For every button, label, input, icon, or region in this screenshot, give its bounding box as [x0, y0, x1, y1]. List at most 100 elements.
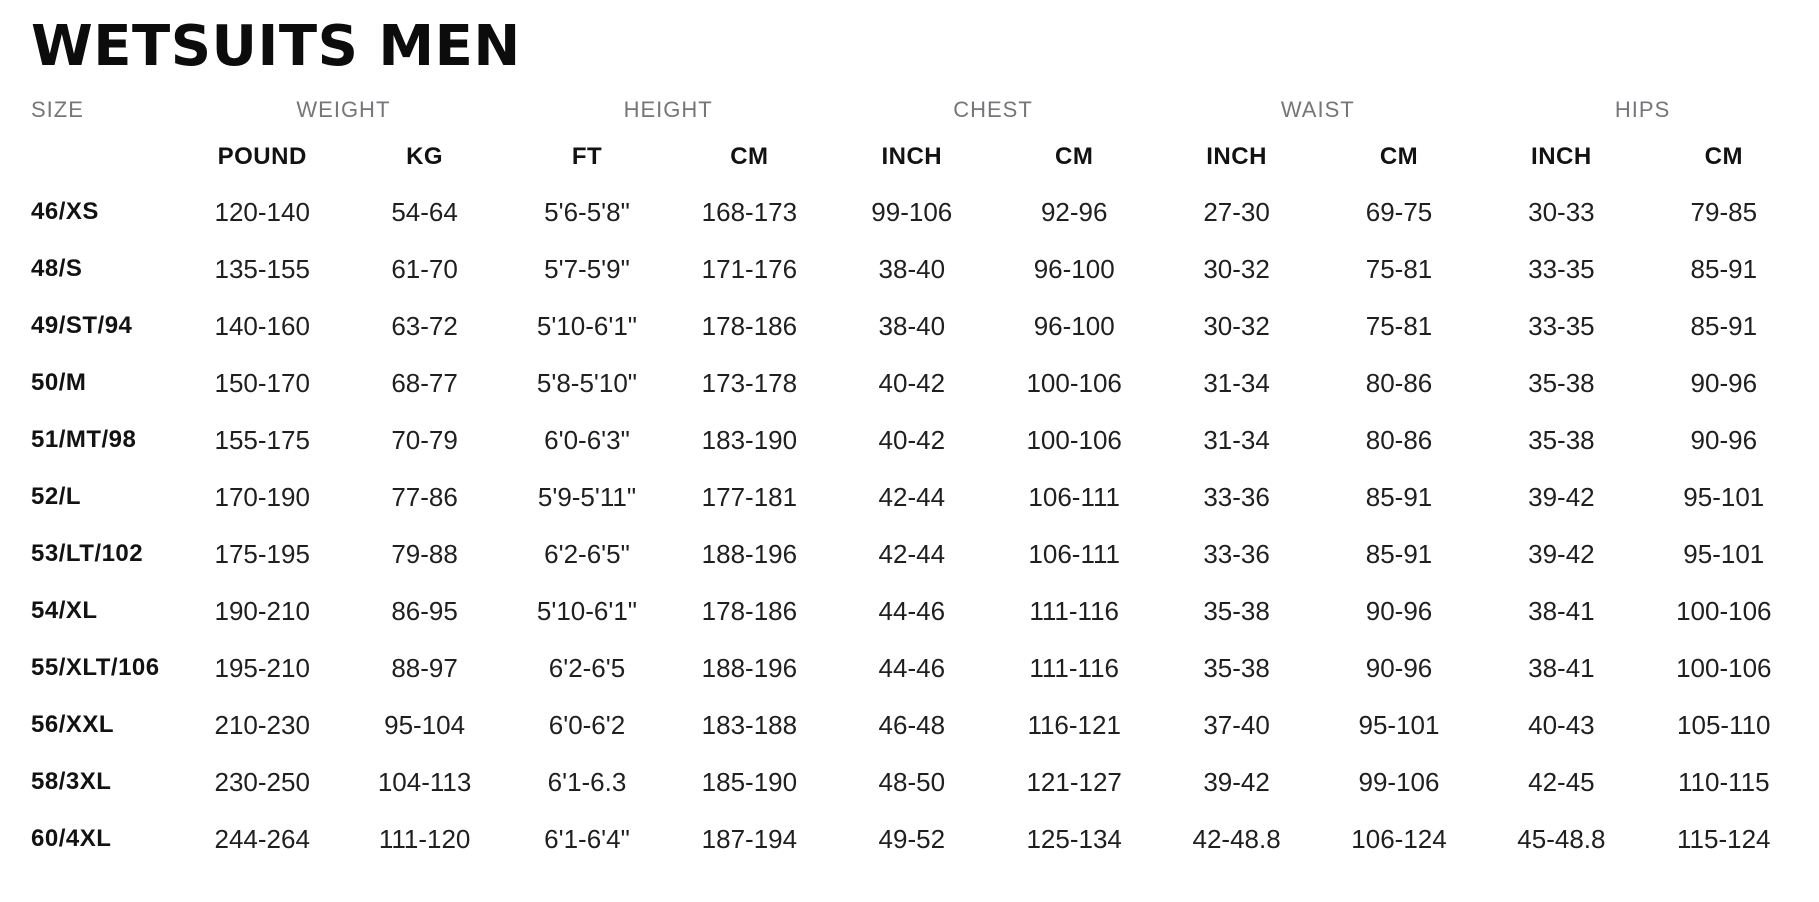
value-cell: 79-88 — [391, 538, 458, 569]
value-cell: 171-176 — [701, 253, 798, 284]
value-cell: 42-44 — [878, 481, 946, 512]
value-cell: 33-35 — [1528, 310, 1595, 341]
value-cell: 121-127 — [1026, 766, 1122, 797]
value-cell: 5'8-5'10" — [536, 367, 638, 398]
value-cell: 35-38 — [1528, 367, 1595, 398]
value-cell: 49-52 — [878, 823, 946, 854]
value-cell: 33-36 — [1203, 481, 1270, 512]
value-cell: 150-170 — [214, 367, 310, 398]
size-label: 53/LT/102 — [31, 540, 144, 568]
value-cell: 99-106 — [1358, 766, 1440, 797]
value-cell: 35-38 — [1528, 424, 1595, 455]
group-header-waist: WAIST — [1280, 96, 1355, 122]
value-cell: 188-196 — [701, 538, 798, 569]
value-cell: 140-160 — [214, 310, 310, 341]
value-cell: 5'9-5'11" — [537, 481, 637, 512]
value-cell: 44-46 — [878, 595, 946, 626]
value-cell: 85-91 — [1365, 481, 1433, 512]
size-chart-table: SIZE WEIGHT HEIGHT CHEST WAIST HIPS POUND KG FT C… — [31, 90, 1805, 868]
value-cell: 42-45 — [1528, 766, 1595, 797]
value-cell: 38-41 — [1528, 652, 1595, 683]
value-cell: 39-42 — [1528, 538, 1595, 569]
value-cell: 40-42 — [878, 424, 946, 455]
value-cell: 79-85 — [1690, 196, 1758, 227]
column-header-cm: CM — [1704, 142, 1743, 170]
value-cell: 104-113 — [377, 766, 472, 797]
value-cell: 38-41 — [1528, 595, 1595, 626]
value-cell: 33-36 — [1203, 538, 1270, 569]
value-cell: 6'1-6'4" — [544, 823, 630, 854]
value-cell: 111-116 — [1029, 652, 1119, 683]
value-cell: 111-116 — [1029, 595, 1119, 626]
value-cell: 90-96 — [1365, 652, 1433, 683]
value-cell: 110-115 — [1678, 766, 1770, 797]
value-cell: 80-86 — [1365, 367, 1433, 398]
column-header-cm: CM — [730, 142, 769, 170]
size-label: 51/MT/98 — [31, 426, 137, 454]
value-cell: 90-96 — [1690, 367, 1758, 398]
value-cell: 39-42 — [1528, 481, 1595, 512]
value-cell: 244-264 — [214, 823, 310, 854]
value-cell: 230-250 — [214, 766, 310, 797]
value-cell: 69-75 — [1365, 196, 1433, 227]
value-cell: 170-190 — [214, 481, 310, 512]
value-cell: 44-46 — [878, 652, 946, 683]
value-cell: 168-173 — [701, 196, 798, 227]
value-cell: 80-86 — [1365, 424, 1433, 455]
value-cell: 75-81 — [1365, 310, 1433, 341]
size-label: 60/4XL — [31, 825, 112, 853]
column-header-kg: KG — [406, 142, 444, 170]
value-cell: 106-124 — [1351, 823, 1447, 854]
value-cell: 100-106 — [1026, 367, 1122, 398]
value-cell: 5'6-5'8" — [544, 196, 630, 227]
value-cell: 6'2-6'5" — [544, 538, 630, 569]
value-cell: 95-101 — [1683, 538, 1765, 569]
value-cell: 27-30 — [1203, 196, 1270, 227]
value-cell: 30-32 — [1203, 310, 1270, 341]
value-cell: 120-140 — [214, 196, 310, 227]
size-label: 58/3XL — [31, 768, 112, 796]
value-cell: 195-210 — [214, 652, 310, 683]
group-header-hips: HIPS — [1614, 96, 1671, 122]
value-cell: 125-134 — [1026, 823, 1122, 854]
value-cell: 155-175 — [214, 424, 310, 455]
value-cell: 40-43 — [1528, 709, 1595, 740]
size-label: 49/ST/94 — [31, 312, 133, 340]
value-cell: 38-40 — [878, 310, 946, 341]
value-cell: 46-48 — [878, 709, 946, 740]
size-chart-page: WETSUITS MEN SIZE WEIGHT HEIGHT CHEST WAIST H… — [0, 16, 1819, 868]
value-cell: 6'0-6'2 — [548, 709, 626, 740]
value-cell: 38-40 — [878, 253, 946, 284]
value-cell: 33-35 — [1528, 253, 1595, 284]
value-cell: 45-48.8 — [1517, 823, 1606, 854]
value-cell: 183-190 — [701, 424, 798, 455]
size-label: 50/M — [31, 369, 87, 397]
size-label: 46/XS — [31, 198, 99, 226]
value-cell: 95-101 — [1683, 481, 1765, 512]
column-header-inch: INCH — [1206, 142, 1267, 170]
value-cell: 5'10-6'1" — [536, 310, 638, 341]
value-cell: 77-86 — [391, 481, 458, 512]
value-cell: 187-194 — [701, 823, 798, 854]
group-header-size: SIZE — [31, 96, 84, 122]
value-cell: 48-50 — [878, 766, 946, 797]
value-cell: 63-72 — [391, 310, 458, 341]
value-cell: 88-97 — [391, 652, 458, 683]
value-cell: 116-121 — [1027, 709, 1121, 740]
column-header-cm: CM — [1055, 142, 1094, 170]
value-cell: 95-101 — [1358, 709, 1440, 740]
value-cell: 90-96 — [1690, 424, 1758, 455]
size-label: 52/L — [31, 483, 82, 511]
value-cell: 86-95 — [391, 595, 458, 626]
group-header-chest: CHEST — [953, 96, 1033, 122]
value-cell: 106-111 — [1028, 538, 1120, 569]
value-cell: 100-106 — [1676, 652, 1772, 683]
value-cell: 6'2-6'5 — [548, 652, 626, 683]
column-header-pound: POUND — [217, 142, 307, 170]
value-cell: 68-77 — [391, 367, 458, 398]
value-cell: 111-120 — [378, 823, 471, 854]
value-cell: 42-48.8 — [1192, 823, 1281, 854]
column-header-inch: INCH — [1531, 142, 1592, 170]
value-cell: 5'7-5'9" — [544, 253, 630, 284]
group-header-weight: WEIGHT — [296, 96, 391, 122]
